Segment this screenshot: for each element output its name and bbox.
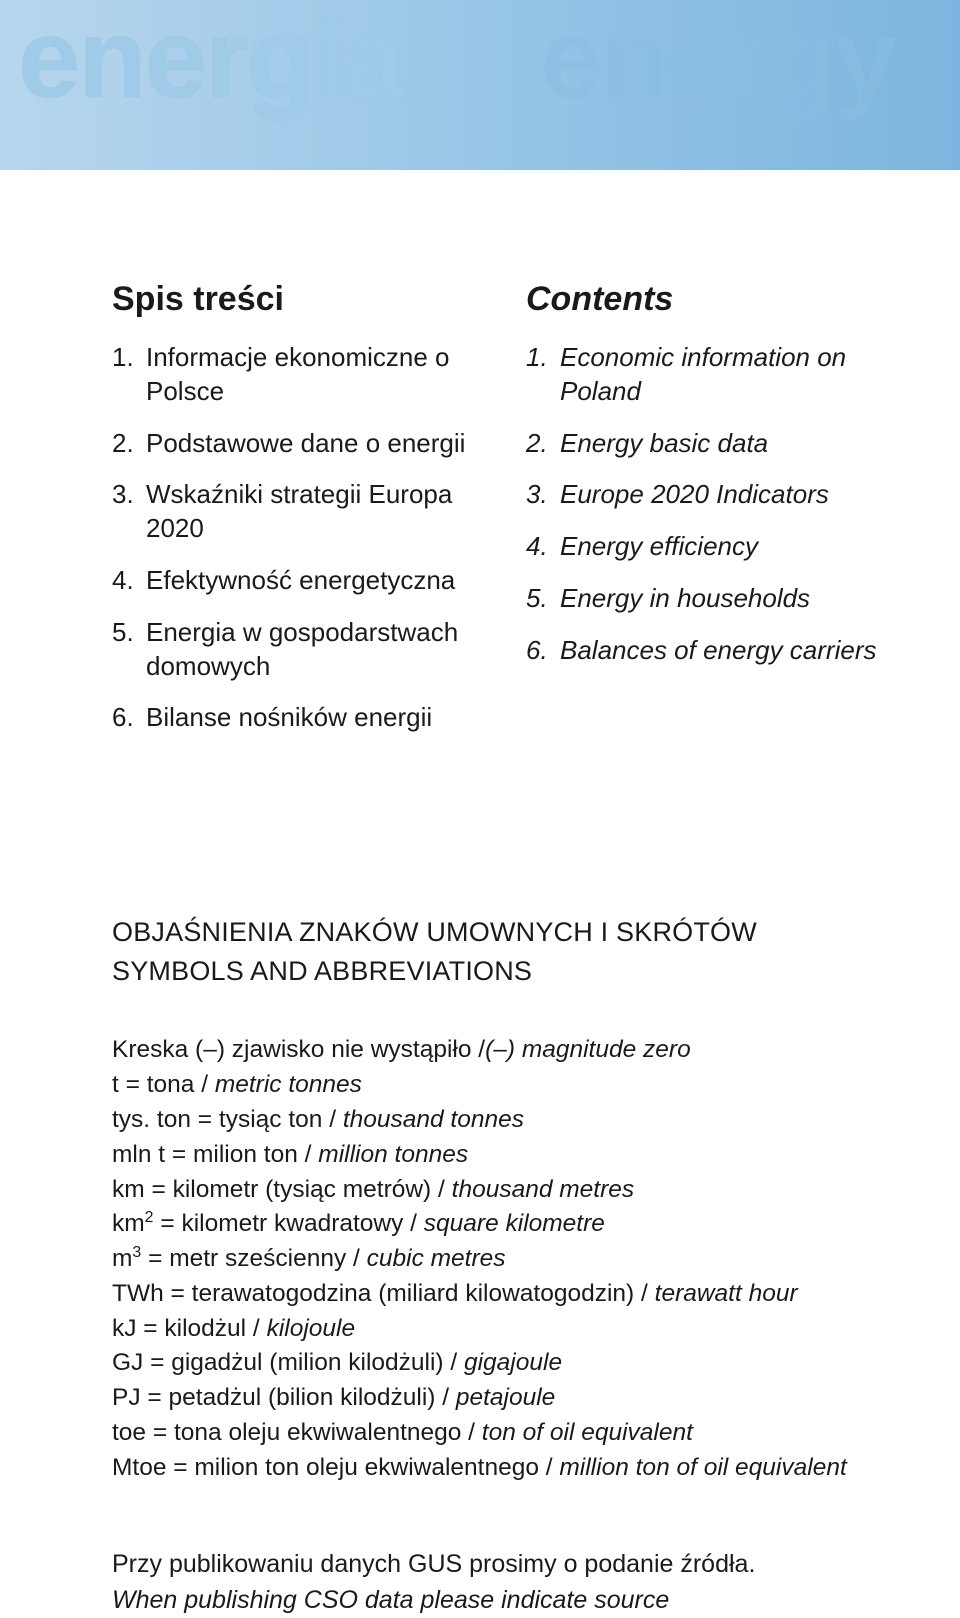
abbrev-pl: TWh = terawatogodzina (miliard kilowatog… xyxy=(112,1280,655,1307)
abbrev-en: petajoule xyxy=(456,1384,555,1411)
toc-item: 3.Europe 2020 Indicators xyxy=(526,478,880,512)
toc-item-text: Energy efficiency xyxy=(560,530,758,564)
table-of-contents: Spis treści 1.Informacje ekonomiczne o P… xyxy=(112,280,880,753)
abbrev-en: million ton of oil equivalent xyxy=(559,1454,846,1481)
toc-item-text: Balances of energy carriers xyxy=(560,634,876,668)
abbrev-line: t = tona / metric tonnes xyxy=(112,1068,880,1103)
toc-item-num: 4. xyxy=(112,564,146,598)
abbrev-pl: km2 = kilometr kwadratowy / xyxy=(112,1210,424,1237)
toc-item-num: 2. xyxy=(526,427,560,461)
toc-title-pl: Spis treści xyxy=(112,280,466,319)
banner-word-pl: energia xyxy=(18,0,402,123)
toc-item: 5.Energy in households xyxy=(526,582,880,616)
symbols-heading: OBJAŚNIENIA ZNAKÓW UMOWNYCH I SKRÓTÓW SY… xyxy=(112,913,880,991)
toc-item-num: 5. xyxy=(526,582,560,616)
toc-item-num: 1. xyxy=(112,341,146,409)
toc-item-text: Economic information on Poland xyxy=(560,341,880,409)
abbrev-en: metric tonnes xyxy=(215,1071,362,1098)
toc-item-num: 4. xyxy=(526,530,560,564)
abbrev-line: toe = tona oleju ekwiwalentnego / ton of… xyxy=(112,1416,880,1451)
header-banner: energia energy xyxy=(0,0,960,170)
abbrev-line: km = kilometr (tysiąc metrów) / thousand… xyxy=(112,1173,880,1208)
toc-item-text: Energy in households xyxy=(560,582,810,616)
abbrev-line: tys. ton = tysiąc ton / thousand tonnes xyxy=(112,1103,880,1138)
toc-item-num: 2. xyxy=(112,427,146,461)
abbrev-line: km2 = kilometr kwadratowy / square kilom… xyxy=(112,1207,880,1242)
abbrev-en: cubic metres xyxy=(367,1245,506,1272)
abbrev-pl: toe = tona oleju ekwiwalentnego / xyxy=(112,1419,482,1446)
toc-item-text: Energia w gospodarstwach domowych xyxy=(146,616,466,684)
toc-item: 4.Efektywność energetyczna xyxy=(112,564,466,598)
toc-item: 1.Informacje ekonomiczne o Polsce xyxy=(112,341,466,409)
abbrev-pl: mln t = milion ton / xyxy=(112,1141,318,1168)
abbreviations-block: Kreska (–) zjawisko nie wystąpiło /(–) m… xyxy=(112,1033,880,1485)
abbrev-pl: tys. ton = tysiąc ton / xyxy=(112,1106,343,1133)
abbrev-pl: Kreska (–) zjawisko nie wystąpiło / xyxy=(112,1036,485,1063)
toc-item-text: Podstawowe dane o energii xyxy=(146,427,465,461)
toc-item-num: 1. xyxy=(526,341,560,409)
toc-item-text: Europe 2020 Indicators xyxy=(560,478,829,512)
toc-item: 4.Energy efficiency xyxy=(526,530,880,564)
symbols-heading-pl: OBJAŚNIENIA ZNAKÓW UMOWNYCH I SKRÓTÓW xyxy=(112,917,757,947)
toc-item-num: 3. xyxy=(526,478,560,512)
toc-item-num: 6. xyxy=(526,634,560,668)
footer-note-en: When publishing CSO data please indicate… xyxy=(112,1582,880,1618)
toc-item-num: 5. xyxy=(112,616,146,684)
toc-title-en: Contents xyxy=(526,280,880,319)
toc-item: 6.Balances of energy carriers xyxy=(526,634,880,668)
toc-item: 5.Energia w gospodarstwach domowych xyxy=(112,616,466,684)
toc-item: 1.Economic information on Poland xyxy=(526,341,880,409)
toc-item-num: 6. xyxy=(112,701,146,735)
abbrev-pl: PJ = petadżul (bilion kilodżuli) / xyxy=(112,1384,456,1411)
abbrev-en: square kilometre xyxy=(424,1210,605,1237)
toc-item: 6.Bilanse nośników energii xyxy=(112,701,466,735)
abbrev-line: PJ = petadżul (bilion kilodżuli) / petaj… xyxy=(112,1381,880,1416)
toc-list-en: 1.Economic information on Poland 2.Energ… xyxy=(526,341,880,668)
abbrev-en: kilojoule xyxy=(267,1315,356,1342)
abbrev-line: GJ = gigadżul (milion kilodżuli) / gigaj… xyxy=(112,1346,880,1381)
abbrev-en: million tonnes xyxy=(318,1141,468,1168)
abbrev-pl: Mtoe = milion ton oleju ekwiwalentnego / xyxy=(112,1454,559,1481)
toc-item: 2.Podstawowe dane o energii xyxy=(112,427,466,461)
abbrev-line: Kreska (–) zjawisko nie wystąpiło /(–) m… xyxy=(112,1033,880,1068)
toc-item-text: Energy basic data xyxy=(560,427,768,461)
toc-item-text: Wskaźniki strategii Europa 2020 xyxy=(146,478,466,546)
toc-column-en: Contents 1.Economic information on Polan… xyxy=(526,280,880,753)
abbrev-pl: kJ = kilodżul / xyxy=(112,1315,267,1342)
abbrev-en: thousand metres xyxy=(452,1176,635,1203)
abbrev-pl: km = kilometr (tysiąc metrów) / xyxy=(112,1176,452,1203)
toc-item-text: Efektywność energetyczna xyxy=(146,564,455,598)
toc-item-num: 3. xyxy=(112,478,146,546)
abbrev-en: (–) magnitude zero xyxy=(485,1036,691,1063)
abbrev-pl: t = tona / xyxy=(112,1071,215,1098)
symbols-heading-en: SYMBOLS AND ABBREVIATIONS xyxy=(112,952,880,991)
abbrev-en: ton of oil equivalent xyxy=(482,1419,693,1446)
toc-item: 2.Energy basic data xyxy=(526,427,880,461)
abbrev-en: thousand tonnes xyxy=(343,1106,524,1133)
toc-column-pl: Spis treści 1.Informacje ekonomiczne o P… xyxy=(112,280,466,753)
abbrev-pl: m3 = metr sześcienny / xyxy=(112,1245,367,1272)
page-content: Spis treści 1.Informacje ekonomiczne o P… xyxy=(0,170,960,1618)
footer-note-pl: Przy publikowaniu danych GUS prosimy o p… xyxy=(112,1550,755,1578)
abbrev-line: mln t = milion ton / million tonnes xyxy=(112,1138,880,1173)
abbrev-line: m3 = metr sześcienny / cubic metres xyxy=(112,1242,880,1277)
abbrev-line: kJ = kilodżul / kilojoule xyxy=(112,1312,880,1347)
abbrev-en: gigajoule xyxy=(464,1349,562,1376)
abbrev-line: TWh = terawatogodzina (miliard kilowatog… xyxy=(112,1277,880,1312)
abbrev-line: Mtoe = milion ton oleju ekwiwalentnego /… xyxy=(112,1451,880,1486)
footer-note: Przy publikowaniu danych GUS prosimy o p… xyxy=(112,1546,880,1618)
abbrev-pl: GJ = gigadżul (milion kilodżuli) / xyxy=(112,1349,464,1376)
toc-item-text: Informacje ekonomiczne o Polsce xyxy=(146,341,466,409)
banner-word-en: energy xyxy=(540,0,895,123)
toc-item: 3.Wskaźniki strategii Europa 2020 xyxy=(112,478,466,546)
abbrev-en: terawatt hour xyxy=(655,1280,798,1307)
toc-list-pl: 1.Informacje ekonomiczne o Polsce 2.Pods… xyxy=(112,341,466,735)
toc-item-text: Bilanse nośników energii xyxy=(146,701,432,735)
